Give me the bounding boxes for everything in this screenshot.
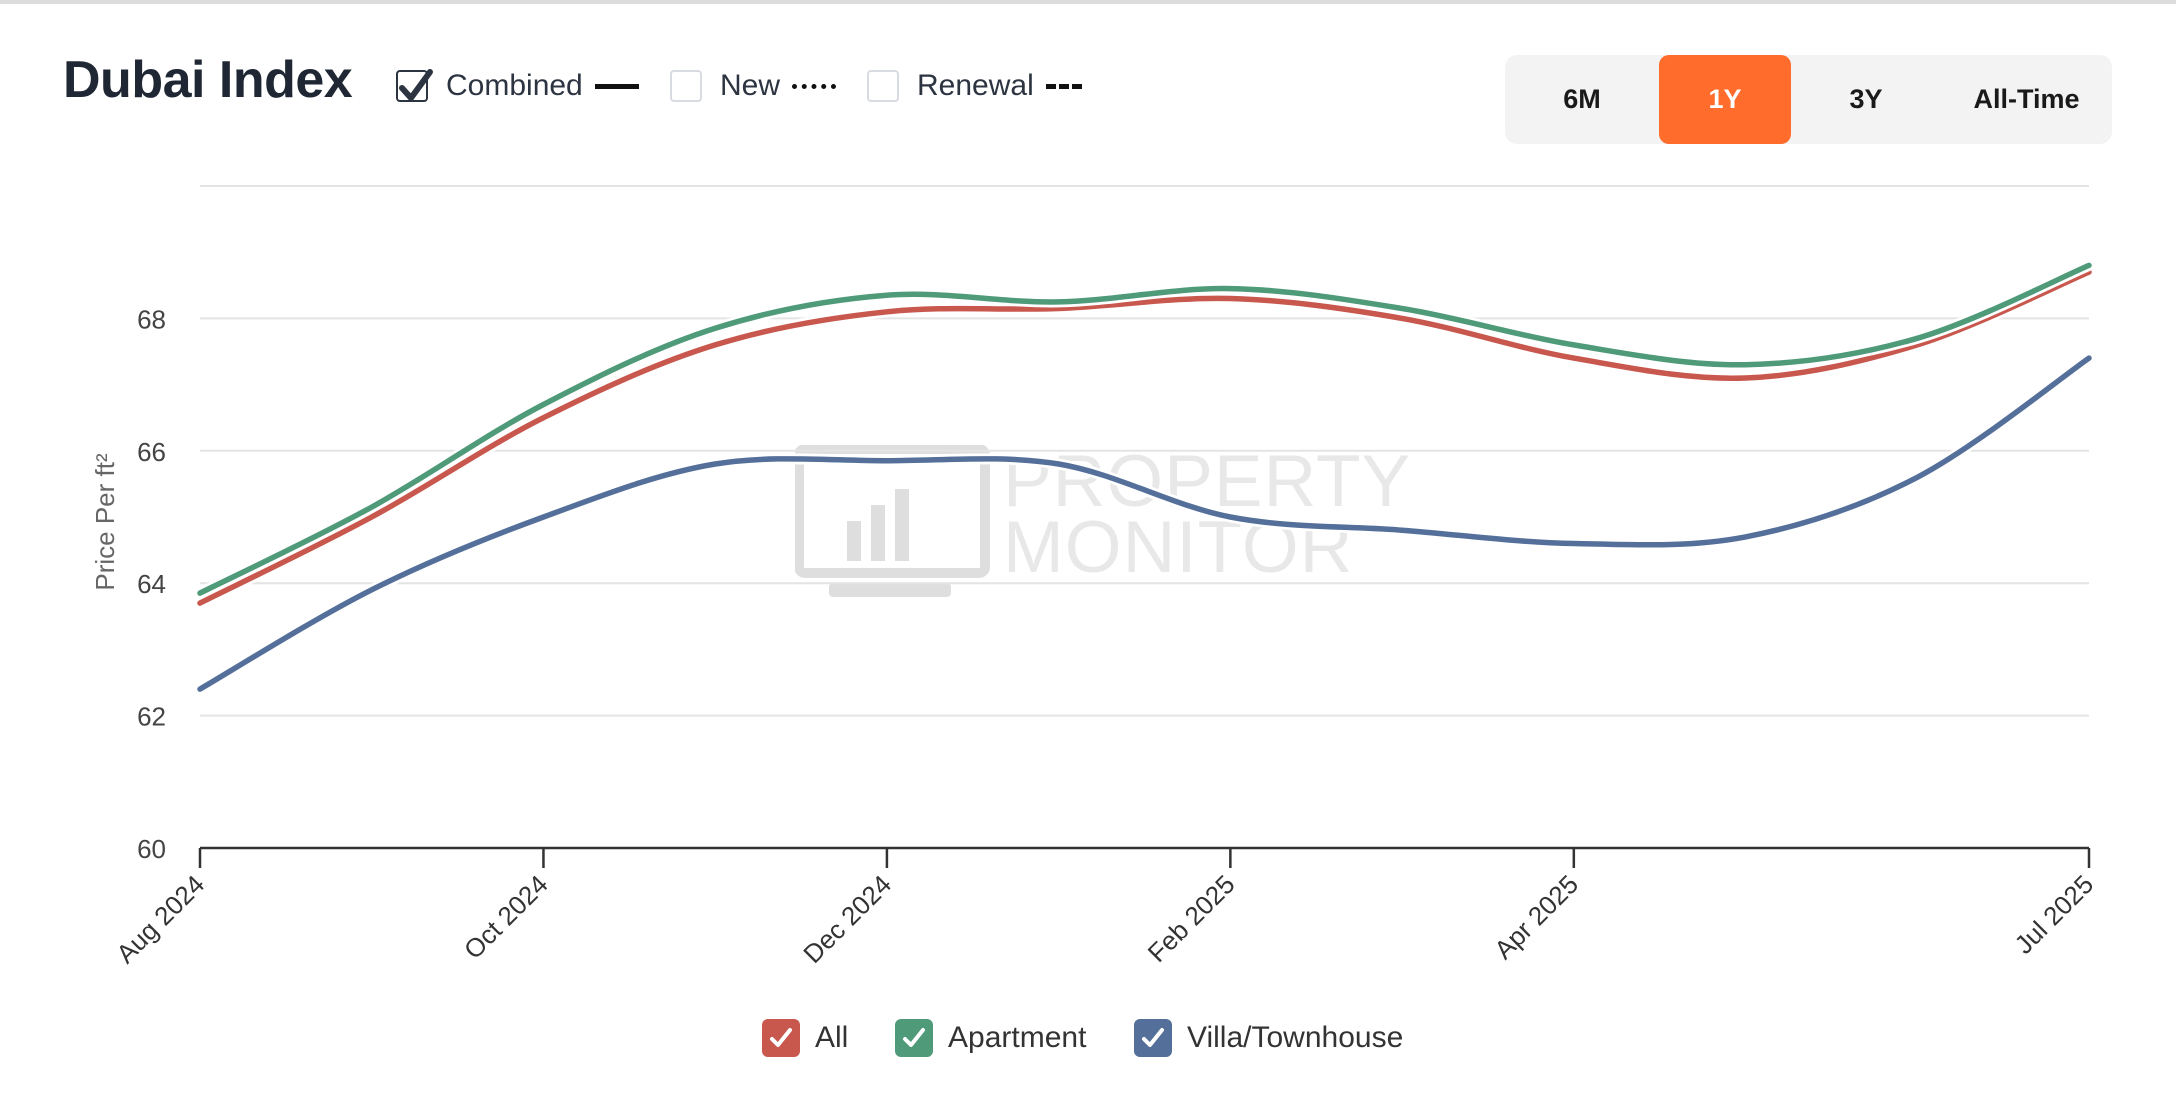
series-line-all[interactable] [197,269,2092,606]
legend-villa-townhouse[interactable]: Villa/Townhouse [1134,1017,1403,1059]
x-tick-label: Oct 2024 [458,869,554,965]
legend-all-label: All [815,1021,849,1054]
x-tick-label: Feb 2025 [1142,869,1241,968]
range-all-time-button[interactable]: All-Time [1973,84,2080,114]
series-line-villa-townhouse[interactable] [197,355,2092,692]
y-tick-label: 62 [137,702,166,732]
x-tick-label: Dec 2024 [797,869,897,969]
time-range-selector: 6M 1Y 3Y All-Time [1505,55,2112,144]
y-tick-label: 64 [137,569,166,599]
monitor-logo-icon [795,445,990,597]
x-tick-label: Apr 2025 [1488,869,1584,965]
dotted-line-swatch [792,83,837,89]
x-tick-label: Aug 2024 [110,869,210,969]
solid-line-swatch [594,83,639,89]
check-icon [1142,1028,1164,1047]
new-checkbox[interactable] [670,70,702,102]
y-tick-label: 66 [137,437,166,467]
dashed-line-swatch [1045,83,1082,89]
combined-label: Combined [446,69,583,102]
check-icon [903,1028,925,1047]
filter-combined[interactable]: Combined [396,66,639,106]
y-tick-label: 68 [137,304,166,334]
range-6m-button[interactable]: 6M [1563,84,1601,114]
range-3y-button[interactable]: 3Y [1849,84,1883,114]
range-1y-button[interactable]: 1Y [1659,55,1791,144]
filter-renewal[interactable]: Renewal [867,66,1082,106]
legend-villa-townhouse-checkbox[interactable] [1134,1019,1172,1057]
filter-new[interactable]: New [670,66,837,106]
check-icon [770,1028,792,1047]
legend-all-checkbox[interactable] [762,1019,800,1057]
legend-apartment-checkbox[interactable] [895,1019,933,1057]
new-label: New [720,69,781,102]
legend-villa-townhouse-label: Villa/Townhouse [1187,1021,1404,1054]
renewal-checkbox[interactable] [867,70,899,102]
renewal-label: Renewal [917,69,1034,102]
legend-apartment[interactable]: Apartment [895,1017,1086,1059]
y-axis-title: Price Per ft² [90,453,120,591]
legend-all[interactable]: All [762,1017,848,1059]
page-title: Dubai Index [63,51,353,109]
series-line-apartment[interactable] [197,262,2092,596]
y-tick-label: 60 [137,834,166,864]
legend-apartment-label: Apartment [948,1021,1087,1054]
check-icon [399,69,433,101]
x-tick-label: Jul 2025 [2009,869,2100,960]
top-border [0,0,2176,4]
combined-checkbox[interactable] [396,69,433,102]
